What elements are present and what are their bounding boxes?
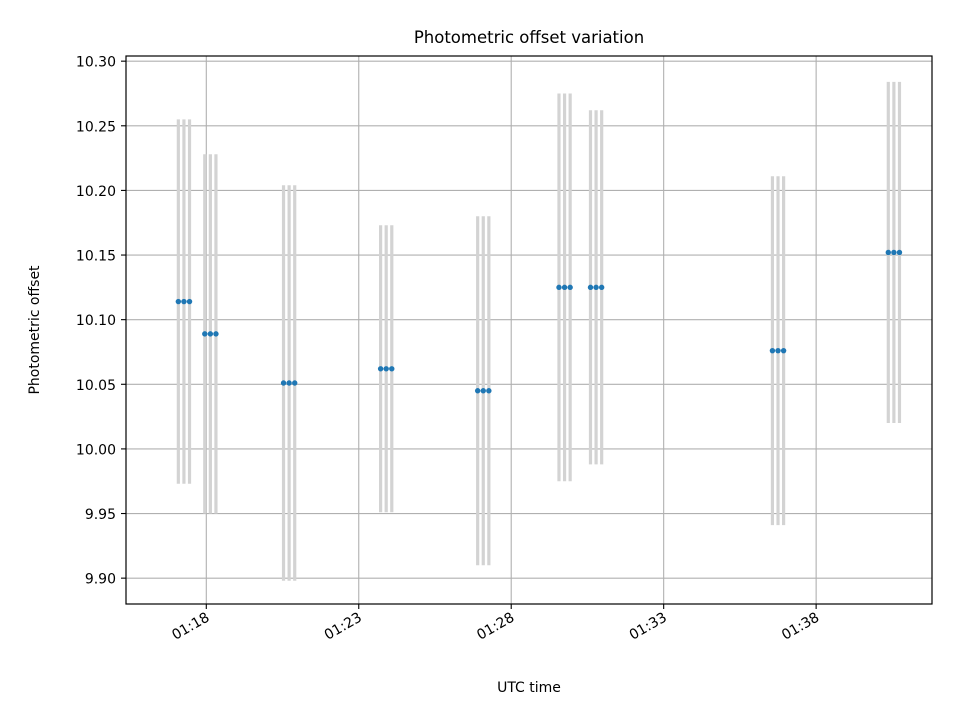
y-tick-label: 10.00 [76,442,116,458]
y-tick-label: 9.95 [85,507,116,523]
y-tick-label: 10.15 [76,249,116,265]
data-point [474,388,481,394]
data-point [377,366,384,372]
y-tick-label: 10.20 [76,184,116,200]
data-point [202,331,208,337]
data-point [383,366,389,372]
y-axis-ticks: 9.90 9.95 10.00 10.05 10.10 10.15 10.20 10.25 10… [76,55,126,588]
data-point [486,388,492,394]
data-point [780,347,787,354]
y-tick-label: 10.25 [76,119,116,135]
data-point [389,366,395,372]
data-point [186,298,193,305]
data-point [598,284,605,291]
data-point [775,347,781,354]
data-point [561,284,568,291]
plot-frame [125,55,933,605]
data-point [286,380,292,386]
y-tick-label: 10.05 [76,378,116,394]
x-axis-label: UTC time [497,680,561,696]
data-point [207,331,214,337]
data-point [567,284,573,291]
data-point [280,380,287,386]
data-point [891,249,897,256]
data-point [175,298,182,305]
data-point [885,249,891,256]
data-point [896,249,903,256]
data-point [292,380,298,386]
data-point [480,388,486,394]
chart-title: Photometric offset variation [414,28,644,47]
y-axis-label: Photometric offset [27,265,43,395]
data-points [175,249,903,394]
data-point [556,284,562,291]
data-point [213,331,219,337]
data-point [181,298,187,305]
data-point [593,284,599,291]
data-point [769,347,776,354]
y-tick-label: 10.30 [76,55,116,71]
y-tick-label: 10.10 [76,313,116,329]
y-tick-label: 9.90 [85,572,116,588]
data-point [587,284,594,291]
